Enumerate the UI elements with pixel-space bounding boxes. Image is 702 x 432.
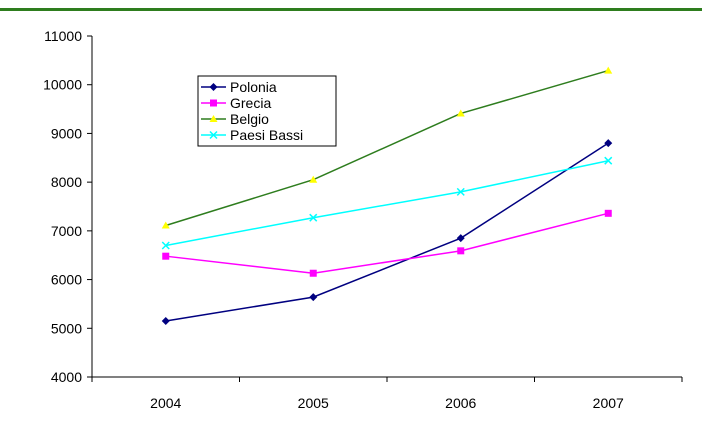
y-tick-label: 10000 bbox=[43, 77, 82, 93]
y-tick-label: 9000 bbox=[51, 125, 82, 141]
x-tick-label: 2006 bbox=[445, 395, 476, 411]
series-grecia bbox=[162, 209, 612, 277]
y-tick-label: 8000 bbox=[51, 174, 82, 190]
data-point-paesi-bassi bbox=[161, 241, 170, 250]
series-line-grecia bbox=[165, 212, 609, 274]
data-point-polonia bbox=[604, 139, 613, 148]
data-point-polonia bbox=[161, 316, 170, 325]
data-point-grecia bbox=[162, 252, 170, 260]
legend-item-paesi-bassi: Paesi Bassi bbox=[201, 127, 303, 143]
data-point-grecia bbox=[309, 269, 317, 277]
data-point-belgio bbox=[309, 175, 318, 183]
series-line-paesi-bassi bbox=[165, 159, 609, 247]
data-point-polonia bbox=[309, 293, 318, 302]
legend-label: Paesi Bassi bbox=[230, 127, 303, 143]
series-line-belgio bbox=[165, 69, 609, 227]
series-layer bbox=[161, 66, 613, 325]
y-tick-label: 5000 bbox=[51, 320, 82, 336]
legend-item-grecia: Grecia bbox=[201, 95, 271, 111]
series-line-polonia bbox=[165, 142, 609, 322]
data-point-paesi-bassi bbox=[456, 187, 465, 196]
legend-swatch-marker bbox=[210, 99, 217, 107]
x-tick-label: 2005 bbox=[298, 395, 329, 411]
data-point-paesi-bassi bbox=[604, 156, 613, 165]
data-point-grecia bbox=[604, 209, 612, 217]
series-belgio bbox=[161, 66, 613, 229]
data-point-belgio bbox=[161, 221, 170, 229]
legend-item-polonia: Polonia bbox=[201, 79, 277, 95]
legend-swatch-marker bbox=[209, 115, 218, 122]
top-rule bbox=[0, 8, 702, 11]
data-point-grecia bbox=[457, 247, 465, 255]
data-point-paesi-bassi bbox=[309, 213, 318, 222]
x-tick-label: 2004 bbox=[150, 395, 181, 411]
legend-label: Grecia bbox=[230, 95, 271, 111]
y-tick-label: 6000 bbox=[51, 272, 82, 288]
data-point-belgio bbox=[604, 66, 613, 74]
data-point-polonia bbox=[456, 234, 465, 243]
legend-swatch-marker bbox=[209, 83, 218, 91]
series-paesi-bassi bbox=[161, 156, 613, 250]
data-point-belgio bbox=[456, 109, 465, 117]
y-tick-label: 11000 bbox=[44, 28, 82, 44]
series-polonia bbox=[161, 139, 613, 325]
y-tick-label: 7000 bbox=[51, 223, 82, 239]
legend-item-belgio: Belgio bbox=[201, 111, 269, 127]
legend-label: Polonia bbox=[230, 79, 277, 95]
legend-swatch-marker bbox=[209, 130, 218, 140]
x-tick-label: 2007 bbox=[593, 395, 624, 411]
y-tick-label: 4000 bbox=[51, 369, 82, 385]
chart-axes: 4000 5000 6000 7000 8000 9000 10000 11000 2004 20… bbox=[43, 28, 683, 411]
legend-label: Belgio bbox=[230, 111, 269, 127]
